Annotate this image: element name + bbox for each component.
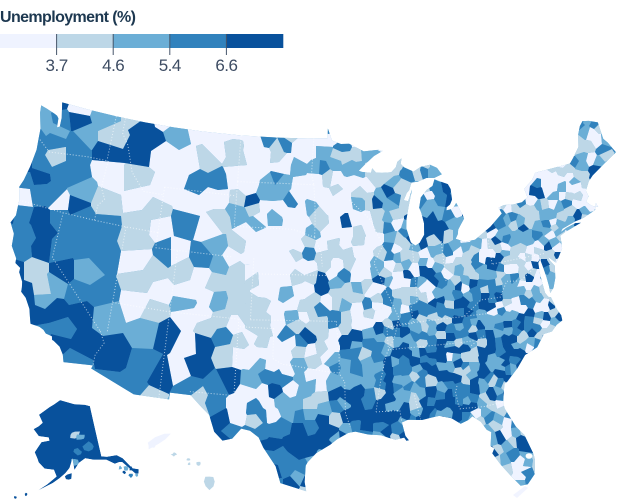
svg-text:6.6: 6.6: [215, 56, 237, 75]
svg-text:4.6: 4.6: [102, 56, 124, 75]
svg-text:5.4: 5.4: [159, 56, 181, 75]
svg-text:Unemployment (%): Unemployment (%): [0, 9, 136, 26]
svg-text:3.7: 3.7: [46, 56, 68, 75]
